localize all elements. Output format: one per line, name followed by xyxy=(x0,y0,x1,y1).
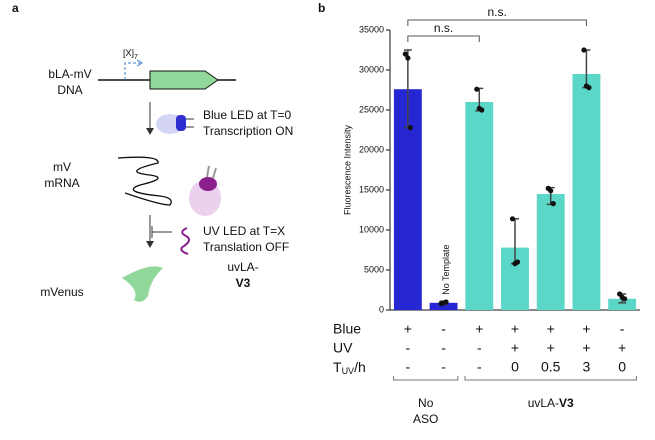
group-label: ASO xyxy=(413,412,438,426)
condition-cell: + xyxy=(547,340,555,356)
data-point xyxy=(586,85,592,91)
data-point xyxy=(550,201,556,207)
significance-bracket xyxy=(407,19,587,26)
panel-letter: b xyxy=(318,1,325,15)
led-pin xyxy=(212,167,217,179)
uv-led-label: UV LED at T=X xyxy=(203,224,285,238)
significance-label: n.s. xyxy=(487,5,506,19)
data-point xyxy=(405,55,411,61)
promoter-sub: 7 xyxy=(134,54,138,61)
row-label: UV xyxy=(333,340,353,356)
condition-cell: + xyxy=(511,321,519,337)
condition-cell: - xyxy=(406,359,411,375)
bar xyxy=(465,102,494,310)
category-label: No Template xyxy=(441,244,451,294)
condition-cell: - xyxy=(406,340,411,356)
condition-cell: - xyxy=(477,359,482,375)
significance-label: n.s. xyxy=(434,21,453,35)
condition-cell: - xyxy=(441,340,446,356)
y-tick-label: 25000 xyxy=(359,104,384,114)
row-label-suffix: /h xyxy=(354,359,366,375)
condition-cell: 3 xyxy=(583,359,591,375)
group-label: No xyxy=(418,396,434,410)
condition-cell: + xyxy=(475,321,483,337)
bar xyxy=(536,194,565,310)
condition-cell: + xyxy=(547,321,555,337)
arrow xyxy=(146,241,154,248)
data-point xyxy=(402,51,408,57)
row-label-sub: UV xyxy=(342,366,355,376)
condition-cell: + xyxy=(511,340,519,356)
bar xyxy=(429,302,458,310)
data-point xyxy=(479,107,485,113)
group-label-main: uvLA- xyxy=(528,396,559,410)
promoter-label: [X]7 xyxy=(123,48,138,60)
condition-cell: + xyxy=(618,340,626,356)
dna-label: bLA-mV xyxy=(48,67,91,81)
condition-cell: - xyxy=(441,359,446,375)
group-label-bold: V3 xyxy=(559,396,574,410)
data-point xyxy=(474,86,480,92)
condition-cell: 0.5 xyxy=(541,359,561,375)
condition-cell: 0 xyxy=(511,359,519,375)
group-label: uvLA-V3 xyxy=(528,396,574,410)
arrow xyxy=(146,128,154,135)
aso-squiggle xyxy=(180,227,190,255)
y-tick-label: 5000 xyxy=(364,264,384,274)
bar xyxy=(572,74,601,310)
promoter-text: [X] xyxy=(123,48,134,58)
bar xyxy=(608,298,637,310)
y-axis-label: Fluorescence Intensity xyxy=(342,124,352,215)
panel-letter: a xyxy=(12,1,19,15)
data-point xyxy=(622,296,628,302)
data-point xyxy=(407,125,413,131)
y-tick-label: 20000 xyxy=(359,144,384,154)
mrna-label: mV xyxy=(53,160,71,174)
blue-led-label: Transcription ON xyxy=(203,124,293,138)
row-label-main: T xyxy=(333,359,342,375)
protein xyxy=(122,266,163,302)
group-bracket xyxy=(393,376,459,381)
y-tick-label: 35000 xyxy=(359,24,384,34)
condition-cell: + xyxy=(582,321,590,337)
row-label: Blue xyxy=(333,321,361,337)
condition-cell: + xyxy=(404,321,412,337)
aso-label: V3 xyxy=(236,276,251,290)
y-tick-label: 30000 xyxy=(359,64,384,74)
aso-label: uvLA- xyxy=(227,260,258,274)
data-point xyxy=(548,188,554,194)
y-tick-label: 15000 xyxy=(359,184,384,194)
mrna-squiggle xyxy=(117,156,172,206)
promoter-arrow xyxy=(124,62,140,80)
row-label: TUV/h xyxy=(333,359,366,377)
blue-led xyxy=(176,115,186,131)
data-point xyxy=(581,47,587,53)
uv-led-label: Translation OFF xyxy=(203,240,289,254)
dna-label: DNA xyxy=(57,83,82,97)
significance-bracket xyxy=(407,35,480,42)
blue-led-label: Blue LED at T=0 xyxy=(203,108,291,122)
protein-label: mVenus xyxy=(40,285,83,299)
condition-cell: - xyxy=(477,340,482,356)
led-pin xyxy=(206,165,210,178)
condition-cell: - xyxy=(441,321,446,337)
y-tick-label: 10000 xyxy=(359,224,384,234)
condition-cell: + xyxy=(582,340,590,356)
condition-cell: - xyxy=(620,321,625,337)
data-point xyxy=(514,259,521,265)
promoter-arrow xyxy=(136,59,143,67)
y-tick-label: 0 xyxy=(379,304,384,314)
mrna-label: mRNA xyxy=(44,176,79,190)
condition-cell: 0 xyxy=(618,359,626,375)
uv-led xyxy=(199,177,217,191)
group-bracket xyxy=(464,376,637,381)
data-point xyxy=(443,299,449,305)
gene xyxy=(149,70,219,90)
data-point xyxy=(509,216,516,222)
